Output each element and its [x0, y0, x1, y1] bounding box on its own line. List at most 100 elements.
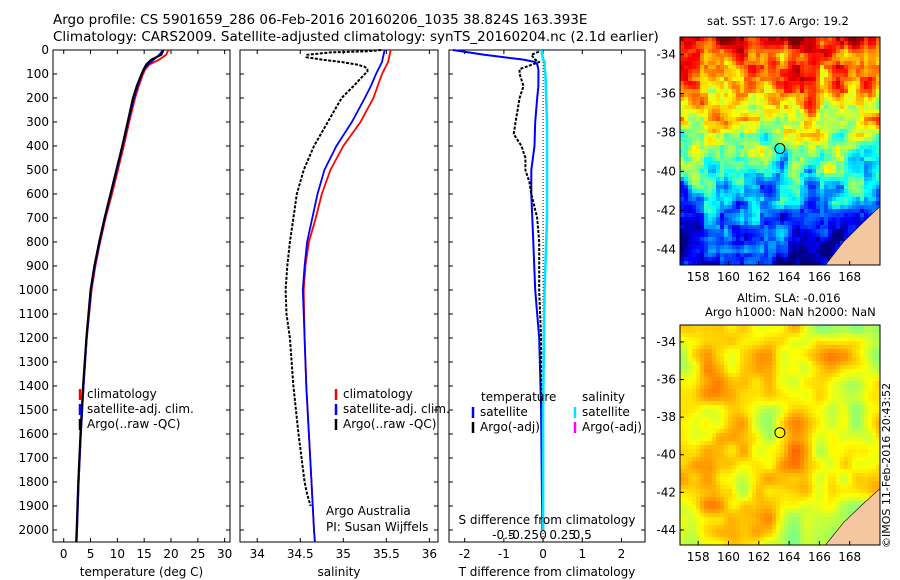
legend-label: satellite-adj. clim.: [87, 402, 194, 416]
lat-tick-label: -36: [656, 87, 676, 101]
y-tick-label: 1500: [18, 403, 49, 417]
series-argo-adj: [512, 49, 545, 530]
panel-3: -2 -1 0 1 2 T difference from climatology temp…: [448, 49, 646, 579]
panel-frame: [52, 49, 231, 543]
sst-map: 158 160 162 164 166 168 -34 -36 -38 -40 -42 -44: [656, 36, 881, 284]
x-tick-label: 15: [137, 547, 152, 561]
lon-tick-label: 158: [687, 550, 710, 564]
y-tick-label: 1100: [18, 307, 49, 321]
x-tick-label: 2: [618, 547, 626, 561]
map-frame: [679, 36, 881, 266]
legend-label: climatology: [343, 387, 413, 401]
argo-position-marker: [774, 427, 786, 439]
lat-tick-label: -40: [656, 164, 676, 178]
x-tick-label: 20: [163, 547, 178, 561]
legend-label: Argo(..raw -QC): [343, 417, 436, 431]
y-tick-label: 0: [41, 43, 49, 57]
lat-tick-label: -34: [656, 48, 676, 62]
x-axis-label: temperature (deg C): [80, 565, 203, 579]
series-satellite: [540, 49, 549, 530]
lon-tick-label: 166: [808, 270, 831, 284]
figure-title-line2: Climatology: CARS2009. Satellite-adjuste…: [53, 29, 659, 45]
argo-position-marker: [774, 143, 786, 155]
lon-tick-label: 168: [838, 550, 861, 564]
panel-frame: [239, 49, 439, 543]
lon-tick-label: 166: [808, 550, 831, 564]
legend-label: climatology: [87, 387, 157, 401]
x2-tick-label: 0: [539, 528, 547, 542]
x-tick-label: 5: [87, 547, 95, 561]
y-tick-label: 1200: [18, 331, 49, 345]
y-tick-label: 200: [26, 91, 49, 105]
x-tick-label: 35.5: [373, 547, 400, 561]
x2-tick-label: -0.25: [508, 528, 539, 542]
y-tick-label: 1900: [18, 499, 49, 513]
lat-tick-label: -44: [656, 242, 676, 256]
x-tick-label: 25: [190, 547, 205, 561]
y-tick-label: 600: [26, 187, 49, 201]
series-argo-raw-qc: [284, 49, 382, 507]
lat-tick-label: -42: [656, 203, 676, 217]
x-tick-label: 35: [336, 547, 351, 561]
x-tick-label: 0: [60, 547, 68, 561]
panel-1: 0100200300400500600700800900100011001200…: [18, 43, 232, 579]
series-satellite: [452, 49, 544, 531]
lat-tick-label: -36: [656, 373, 676, 387]
lon-tick-label: 160: [717, 550, 740, 564]
sla-map-title-line1: Altim. SLA: -0.016: [737, 291, 841, 305]
lon-tick-label: 162: [747, 270, 770, 284]
series-argo-raw-qc: [75, 49, 165, 543]
lat-tick-label: -40: [656, 448, 676, 462]
lon-tick-label: 168: [838, 270, 861, 284]
legend-label: satellite-adj. clim.: [343, 402, 450, 416]
lon-tick-label: 164: [778, 270, 801, 284]
lon-tick-label: 160: [717, 270, 740, 284]
annotation-line1: Argo Australia: [326, 504, 411, 518]
panel-2: 34 34.5 35 35.5 36 salinity climatologysatelli…: [239, 49, 450, 579]
y-tick-label: 1000: [18, 283, 49, 297]
sla-map: 158 160 162 164 166 168 -34 -36 -38 -40 -42 -44: [656, 324, 881, 564]
figure-title-line1: Argo profile: CS 5901659_286 06-Feb-2016…: [53, 12, 588, 28]
x-tick-label: -2: [459, 547, 471, 561]
y-tick-label: 400: [26, 139, 49, 153]
sla-map-title-line2: Argo h1000: NaN h2000: NaN: [705, 305, 876, 319]
x-tick-label: 10: [110, 547, 125, 561]
y-tick-label: 1400: [18, 379, 49, 393]
series-satellite-adj-clim: [301, 49, 386, 543]
legend-header-temperature: temperature: [481, 390, 556, 404]
lon-tick-label: 162: [747, 550, 770, 564]
legend-header-salinity: salinity: [582, 390, 625, 404]
lat-tick-label: -38: [656, 410, 676, 424]
x2-axis-label: S difference from climatology: [459, 513, 636, 527]
legend-label: satellite: [480, 405, 528, 419]
x-tick-label: -1: [498, 547, 510, 561]
map-frame: [679, 324, 881, 546]
y-tick-label: 1700: [18, 451, 49, 465]
x-tick-label: 36: [422, 547, 437, 561]
lat-tick-label: -38: [656, 125, 676, 139]
x-tick-label: 34.5: [287, 547, 314, 561]
x2-tick-label: -0.5: [492, 528, 515, 542]
y-tick-label: 1600: [18, 427, 49, 441]
lat-tick-label: -44: [656, 523, 676, 537]
y-tick-label: 1300: [18, 355, 49, 369]
x-axis-label: T difference from climatology: [458, 565, 636, 579]
sst-map-title: sat. SST: 17.6 Argo: 19.2: [707, 14, 849, 28]
legend-label: Argo(..raw -QC): [87, 417, 180, 431]
x-tick-label: 34: [250, 547, 265, 561]
y-tick-label: 900: [26, 259, 49, 273]
x-tick-label: 30: [217, 547, 232, 561]
x-tick-label: 0: [539, 547, 547, 561]
y-tick-label: 800: [26, 235, 49, 249]
y-tick-label: 500: [26, 163, 49, 177]
legend-label: Argo(-adj): [480, 420, 540, 434]
lon-tick-label: 164: [778, 550, 801, 564]
y-tick-label: 100: [26, 67, 49, 81]
lon-tick-label: 158: [687, 270, 710, 284]
x2-tick-label: 0.25: [549, 528, 576, 542]
y-tick-label: 2000: [18, 523, 49, 537]
x-tick-label: 1: [578, 547, 586, 561]
y-tick-label: 1800: [18, 475, 49, 489]
y-tick-label: 700: [26, 211, 49, 225]
